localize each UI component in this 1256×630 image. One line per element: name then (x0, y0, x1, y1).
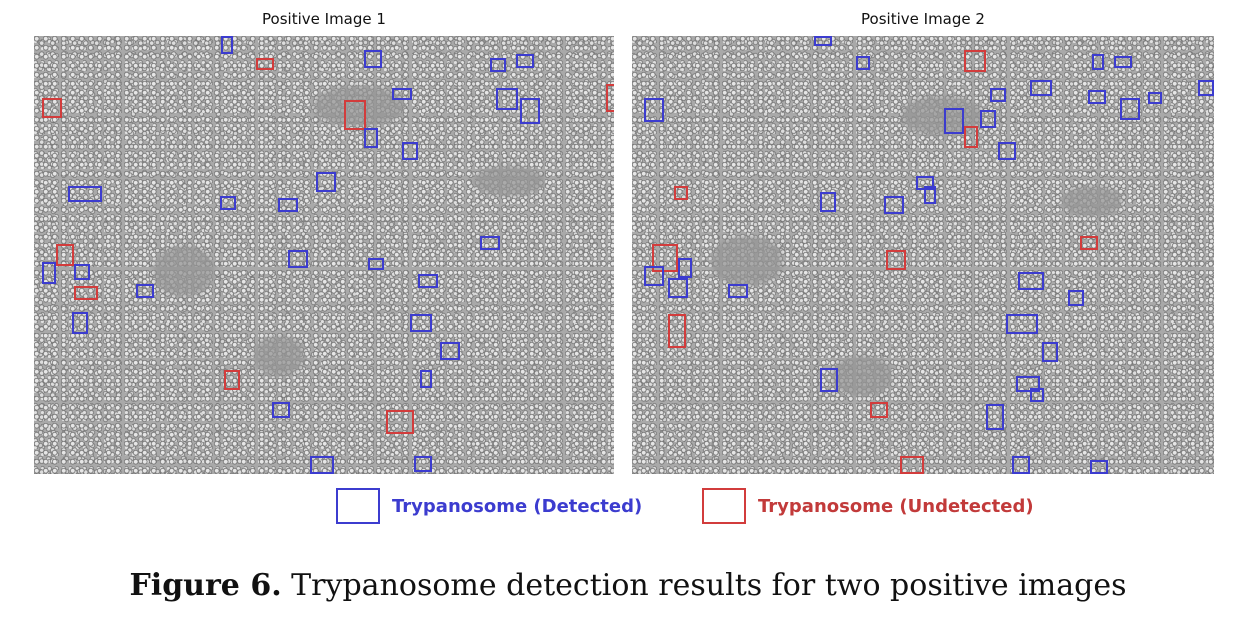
detected-box (310, 456, 334, 474)
detected-box (68, 186, 102, 202)
detected-box (1148, 92, 1162, 104)
undetected-box (74, 286, 98, 300)
undetected-box (652, 244, 678, 272)
detected-box (414, 456, 432, 472)
detected-box (998, 142, 1016, 160)
cell-gap (1062, 186, 1122, 216)
undetected-box (344, 100, 366, 130)
cell-gap (474, 166, 544, 196)
detected-box (986, 404, 1004, 430)
cell-gap (832, 356, 892, 396)
detected-box (364, 128, 378, 148)
undetected-box (42, 98, 62, 118)
detected-box (856, 56, 870, 70)
detected-box (72, 312, 88, 334)
cell-gap (902, 96, 982, 136)
cell-gap (154, 246, 214, 296)
figure-number: Figure 6. (129, 568, 282, 603)
detected-box (1088, 90, 1106, 104)
detected-box (288, 250, 308, 268)
detected-box (480, 236, 500, 250)
detected-box (368, 258, 384, 270)
undetected-box (964, 50, 986, 72)
detected-box (884, 196, 904, 214)
detected-box (418, 274, 438, 288)
detected-box (440, 342, 460, 360)
detected-box (516, 54, 534, 68)
undetected-box (224, 370, 240, 390)
detected-box (814, 36, 832, 46)
undetected-box (1080, 236, 1098, 250)
detected-box (1068, 290, 1084, 306)
legend-swatch-undetected (702, 488, 746, 524)
detected-box (1198, 80, 1214, 96)
undetected-box (668, 314, 686, 348)
detected-box (678, 258, 692, 278)
detected-box (924, 186, 936, 204)
detected-box (74, 264, 90, 280)
undetected-box (606, 84, 614, 112)
detected-box (1030, 80, 1052, 96)
detected-box (944, 108, 964, 134)
detected-box (1012, 456, 1030, 474)
microscopy-image-1 (34, 36, 614, 474)
detected-box (668, 278, 688, 298)
detected-box (221, 36, 233, 54)
detected-box (990, 88, 1006, 102)
detected-box (1018, 272, 1044, 290)
detected-box (402, 142, 418, 160)
detected-box (820, 192, 836, 212)
undetected-box (674, 186, 688, 200)
detected-box (820, 368, 838, 392)
cell-gap (314, 86, 404, 126)
detected-box (42, 262, 56, 284)
undetected-box (886, 250, 906, 270)
legend-label-undetected: Trypanosome (Undetected) (758, 496, 1034, 517)
microscopy-image-2 (632, 36, 1214, 474)
detected-box (1006, 314, 1038, 334)
detected-box (644, 98, 664, 122)
panel-title-2: Positive Image 2 (861, 10, 985, 28)
legend-swatch-detected (336, 488, 380, 524)
undetected-box (964, 126, 978, 148)
detected-box (1120, 98, 1140, 120)
cell-gap (254, 336, 304, 376)
undetected-box (256, 58, 274, 70)
panel-title-1: Positive Image 1 (262, 10, 386, 28)
detected-box (410, 314, 432, 332)
detected-box (1092, 54, 1104, 70)
detected-box (272, 402, 290, 418)
detected-box (220, 196, 236, 210)
detected-box (1114, 56, 1132, 68)
detected-box (490, 58, 506, 72)
detected-box (316, 172, 336, 192)
detected-box (1042, 342, 1058, 362)
cell-gap (712, 236, 782, 286)
undetected-box (900, 456, 924, 474)
detected-box (644, 266, 664, 286)
caption-text: Trypanosome detection results for two po… (281, 568, 1127, 603)
detected-box (728, 284, 748, 298)
detected-box (364, 50, 382, 68)
legend-label-detected: Trypanosome (Detected) (392, 496, 643, 517)
detected-box (980, 110, 996, 128)
detected-box (420, 370, 432, 388)
undetected-box (870, 402, 888, 418)
undetected-box (56, 244, 74, 266)
detected-box (496, 88, 518, 110)
undetected-box (386, 410, 414, 434)
detected-box (278, 198, 298, 212)
detected-box (392, 88, 412, 100)
detected-box (1030, 388, 1044, 402)
figure-caption: Figure 6. Trypanosome detection results … (0, 568, 1256, 603)
detected-box (1016, 376, 1040, 392)
detected-box (520, 98, 540, 124)
detected-box (136, 284, 154, 298)
detected-box (1090, 460, 1108, 474)
